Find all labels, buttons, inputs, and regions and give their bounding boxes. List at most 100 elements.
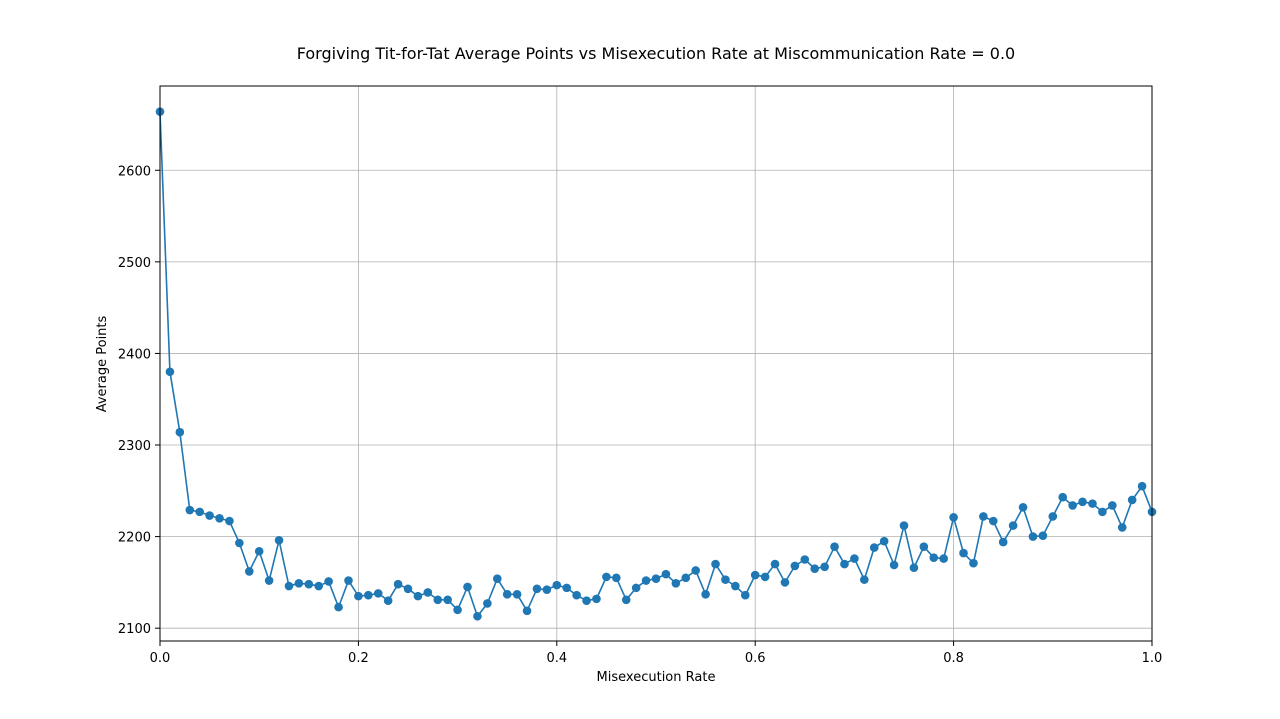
data-point xyxy=(1098,507,1107,517)
data-point xyxy=(492,574,502,584)
data-point xyxy=(959,548,968,558)
data-point xyxy=(1018,502,1028,512)
data-point xyxy=(592,594,601,604)
y-tick-label: 2300 xyxy=(118,439,151,454)
data-point xyxy=(1028,532,1038,541)
data-point xyxy=(760,572,770,582)
data-point xyxy=(244,567,254,576)
data-point xyxy=(473,611,482,621)
data-point xyxy=(1108,501,1117,510)
data-point xyxy=(373,589,383,598)
data-point xyxy=(1068,501,1077,510)
data-point xyxy=(393,579,403,589)
x-tick-label: 1.0 xyxy=(1142,651,1163,666)
data-point xyxy=(661,569,671,579)
data-point xyxy=(879,536,889,546)
data-point xyxy=(542,585,552,595)
data-point xyxy=(869,543,879,552)
data-point xyxy=(1078,497,1087,507)
data-point xyxy=(215,513,224,523)
data-point xyxy=(681,573,691,583)
data-point xyxy=(889,560,899,570)
data-point xyxy=(909,563,919,573)
data-point xyxy=(562,583,572,593)
data-point xyxy=(840,559,849,569)
data-point xyxy=(463,582,472,592)
data-point xyxy=(1058,492,1068,502)
data-point xyxy=(641,576,651,585)
data-point xyxy=(264,576,274,585)
chart-title: Forgiving Tit-for-Tat Average Points vs … xyxy=(297,44,1015,63)
x-tick-label: 0.0 xyxy=(150,651,171,666)
data-point xyxy=(225,516,234,526)
data-point xyxy=(790,561,800,571)
data-point xyxy=(433,595,443,605)
data-point xyxy=(354,591,363,601)
x-tick-label: 0.4 xyxy=(546,651,567,666)
data-point xyxy=(939,554,948,563)
data-point xyxy=(1137,481,1147,491)
data-point xyxy=(304,579,314,589)
data-point xyxy=(314,581,324,591)
y-axis-label: Average Points xyxy=(95,315,110,412)
data-series xyxy=(155,107,1157,621)
data-point xyxy=(205,511,214,520)
data-point xyxy=(860,575,869,584)
data-point xyxy=(185,505,195,515)
data-point xyxy=(522,606,532,616)
data-point xyxy=(850,554,859,563)
plot-frame xyxy=(159,85,1153,642)
data-point xyxy=(740,590,750,600)
data-point xyxy=(175,427,185,437)
data-point xyxy=(364,590,373,600)
data-point xyxy=(403,584,413,594)
data-point xyxy=(899,521,909,530)
data-point xyxy=(284,581,294,591)
x-axis: 0.0 0.2 0.4 0.6 0.8 1.0 xyxy=(150,641,1163,666)
data-point xyxy=(621,595,631,605)
data-point xyxy=(929,553,939,562)
data-point xyxy=(552,580,562,590)
data-point xyxy=(691,566,700,575)
data-point xyxy=(582,596,591,605)
data-point xyxy=(800,555,810,564)
y-tick-label: 2200 xyxy=(118,531,151,546)
data-point xyxy=(413,591,423,601)
data-point xyxy=(988,516,998,526)
data-point xyxy=(1088,499,1097,508)
y-tick-label: 2500 xyxy=(118,256,151,271)
data-point xyxy=(532,584,542,594)
data-point xyxy=(344,576,353,585)
data-point xyxy=(701,589,710,599)
data-point xyxy=(1127,495,1137,505)
data-point xyxy=(453,605,462,615)
data-point xyxy=(602,572,611,582)
x-tick-label: 0.6 xyxy=(745,651,766,666)
data-point xyxy=(949,513,958,522)
data-point xyxy=(770,559,780,569)
data-point xyxy=(1117,523,1127,532)
data-point xyxy=(324,577,333,586)
data-point xyxy=(731,581,740,591)
data-point xyxy=(631,583,641,593)
data-point xyxy=(502,589,512,599)
x-tick-label: 0.8 xyxy=(943,651,964,666)
data-point xyxy=(979,512,988,521)
data-point xyxy=(820,562,829,572)
data-point xyxy=(383,596,393,605)
data-point xyxy=(274,535,284,545)
data-point xyxy=(334,602,343,612)
data-point xyxy=(294,579,304,588)
data-point xyxy=(969,558,978,568)
data-point xyxy=(1038,531,1048,540)
x-axis-label: Misexecution Rate xyxy=(597,670,716,685)
y-tick-label: 2400 xyxy=(118,347,151,362)
data-point xyxy=(195,507,204,517)
data-point xyxy=(721,575,730,584)
data-point xyxy=(572,590,581,600)
x-tick-label: 0.2 xyxy=(348,651,369,666)
data-point xyxy=(423,588,433,597)
y-axis: 2100 2200 2300 2400 2500 2600 xyxy=(118,164,160,637)
